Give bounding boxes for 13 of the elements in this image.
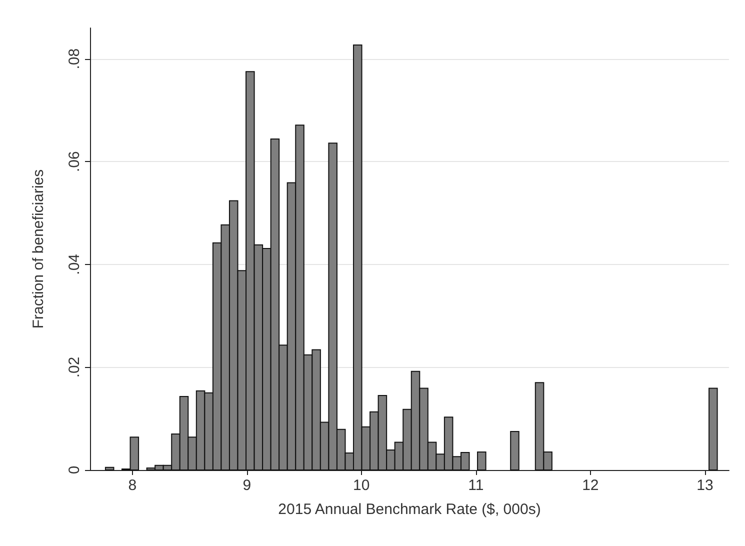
y-tick-label: 0	[66, 466, 83, 474]
x-tick-label: 12	[582, 477, 599, 494]
x-tick-label: 13	[696, 477, 714, 494]
x-tick-label: 9	[242, 477, 252, 494]
y-axis-title: Fraction of beneficiaries	[30, 169, 47, 329]
x-tick-label: 11	[468, 477, 484, 494]
y-tick-label: .02	[66, 356, 83, 378]
y-tick-label: .08	[66, 48, 83, 70]
y-tick-label: .06	[66, 151, 83, 172]
x-axis-title: 2015 Annual Benchmark Rate ($, 000s)	[278, 501, 541, 518]
x-tick-label: 10	[353, 477, 370, 494]
y-tick-label: .04	[66, 254, 83, 275]
x-tick-label: 8	[128, 477, 137, 494]
